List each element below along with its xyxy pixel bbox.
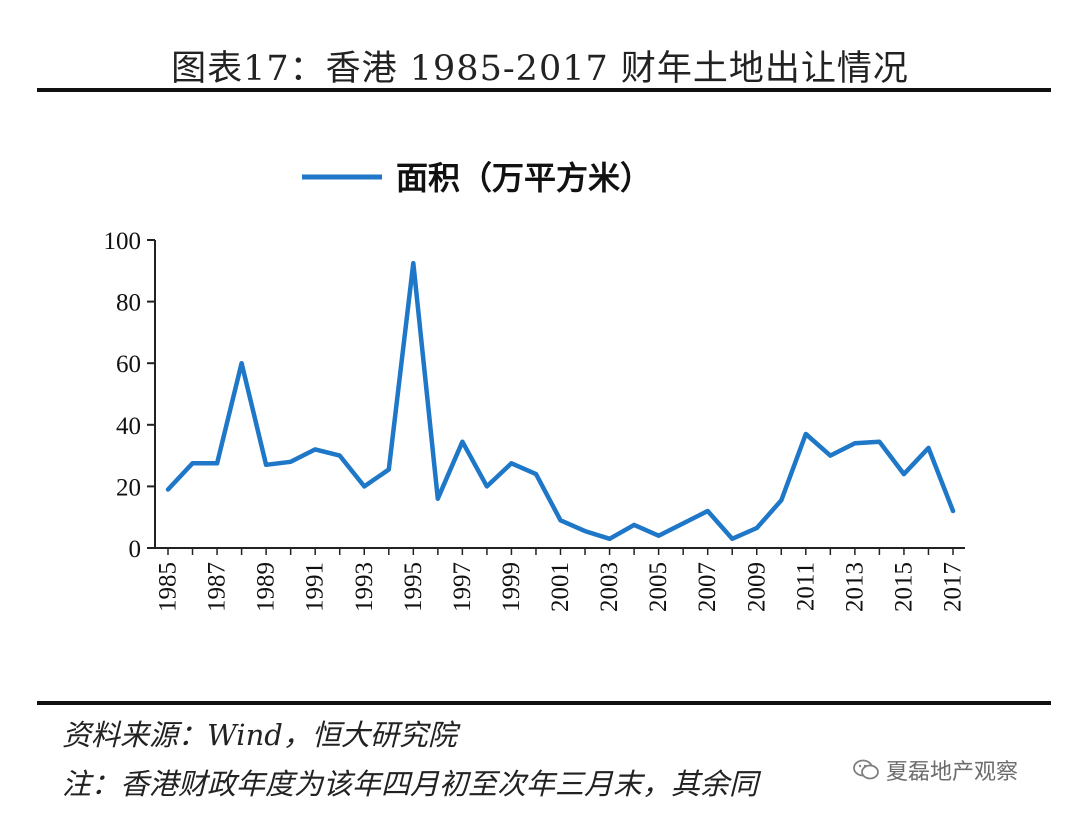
fiscal-year-note: 注：香港财政年度为该年四月初至次年三月末，其余同 bbox=[62, 767, 759, 801]
watermark-text: 夏磊地产观察 bbox=[886, 760, 1019, 785]
data-point-2000 bbox=[534, 472, 538, 476]
y-tick-label: 100 bbox=[104, 228, 142, 255]
watermark: 夏磊地产观察 bbox=[852, 750, 1018, 790]
y-tick-label: 20 bbox=[116, 474, 141, 501]
x-tick-label: 2003 bbox=[596, 562, 623, 612]
top-rule bbox=[37, 88, 1051, 92]
x-tick-label: 1993 bbox=[351, 562, 378, 612]
data-point-2003 bbox=[607, 537, 611, 541]
y-axis-ticks: 0 20 40 60 80 100 bbox=[104, 228, 155, 563]
data-point-2013 bbox=[853, 441, 857, 445]
data-point-2006 bbox=[681, 521, 685, 525]
x-tick-label: 2007 bbox=[694, 562, 721, 612]
data-point-2008 bbox=[730, 537, 734, 541]
source-note: 资料来源：Wind，恒大研究院 bbox=[62, 718, 457, 752]
data-point-2007 bbox=[706, 509, 710, 513]
x-tick-label: 1987 bbox=[204, 562, 231, 612]
x-axis-ticks: 1985 1987 1989 1991 1993 1995 1997 1999 2001 2003… bbox=[155, 548, 967, 612]
data-point-2002 bbox=[583, 529, 587, 533]
data-point-2011 bbox=[804, 432, 808, 436]
data-point-2010 bbox=[779, 498, 783, 502]
data-point-1993 bbox=[362, 484, 366, 488]
data-point-1995 bbox=[411, 261, 415, 265]
data-point-2005 bbox=[656, 534, 660, 538]
x-tick-label: 2011 bbox=[792, 562, 819, 611]
wechat-icon bbox=[853, 759, 879, 780]
data-point-2012 bbox=[828, 453, 832, 457]
y-tick-label: 60 bbox=[116, 351, 141, 378]
data-point-1999 bbox=[509, 461, 513, 465]
data-point-2004 bbox=[632, 523, 636, 527]
data-point-1990 bbox=[289, 460, 293, 464]
data-point-1996 bbox=[436, 497, 440, 501]
data-point-1992 bbox=[338, 453, 342, 457]
x-tick-label: 2001 bbox=[547, 562, 574, 612]
data-point-1985 bbox=[166, 487, 170, 491]
series-line-area bbox=[165, 260, 956, 542]
data-point-2015 bbox=[902, 472, 906, 476]
data-points bbox=[166, 261, 955, 541]
data-point-1989 bbox=[264, 463, 268, 467]
y-tick-label: 0 bbox=[129, 536, 142, 563]
y-tick-label: 80 bbox=[116, 290, 141, 317]
data-point-2016 bbox=[926, 446, 930, 450]
bottom-rule bbox=[37, 701, 1051, 705]
figure-title: 图表17：香港 1985-2017 财年土地出让情况 bbox=[171, 49, 909, 89]
data-point-1991 bbox=[313, 447, 317, 451]
x-tick-label: 1995 bbox=[400, 562, 427, 612]
x-tick-label: 1991 bbox=[302, 562, 329, 612]
legend-label: 面积（万平方米） bbox=[396, 159, 652, 197]
x-tick-label: 2015 bbox=[890, 562, 917, 612]
y-tick-label: 40 bbox=[116, 413, 141, 440]
x-tick-label: 2009 bbox=[743, 562, 770, 612]
chart-legend: 面积（万平方米） bbox=[302, 159, 652, 197]
x-tick-label: 1989 bbox=[253, 562, 280, 612]
data-point-1988 bbox=[239, 361, 243, 365]
data-point-2014 bbox=[877, 440, 881, 444]
data-point-1994 bbox=[387, 467, 391, 471]
x-tick-label: 1999 bbox=[498, 562, 525, 612]
x-tick-label: 2005 bbox=[645, 562, 672, 612]
x-tick-label: 2013 bbox=[841, 562, 868, 612]
data-point-2017 bbox=[951, 509, 955, 513]
data-point-1997 bbox=[460, 440, 464, 444]
data-point-1986 bbox=[190, 461, 194, 465]
data-point-1987 bbox=[215, 461, 219, 465]
chart-axes bbox=[154, 240, 965, 549]
x-tick-label: 1997 bbox=[449, 562, 476, 612]
x-tick-label: 1985 bbox=[155, 562, 182, 612]
data-point-2009 bbox=[755, 526, 759, 530]
data-point-1998 bbox=[485, 484, 489, 488]
x-tick-label: 2017 bbox=[940, 562, 967, 612]
data-point-2001 bbox=[558, 518, 562, 522]
